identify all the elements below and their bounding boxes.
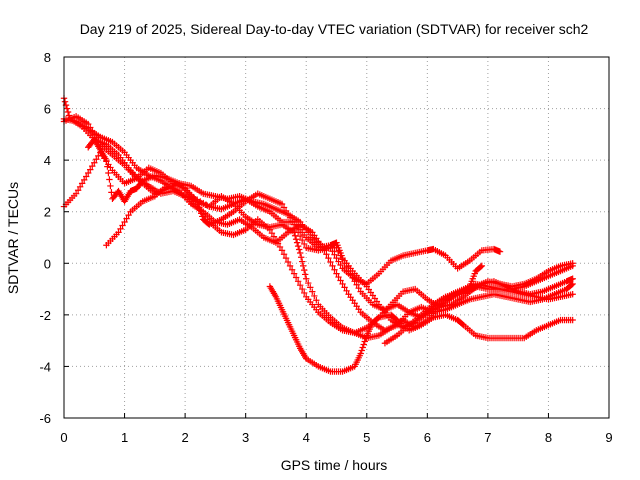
y-tick-label: -4 bbox=[39, 359, 51, 374]
x-tick-label: 8 bbox=[545, 430, 552, 445]
chart-title: Day 219 of 2025, Sidereal Day-to-day VTE… bbox=[80, 21, 589, 37]
x-tick-label: 5 bbox=[363, 430, 370, 445]
grid bbox=[64, 57, 609, 418]
data-marks bbox=[61, 95, 576, 375]
y-tick-label: 2 bbox=[44, 205, 51, 220]
data-point bbox=[106, 176, 112, 182]
series-trace-1 bbox=[61, 95, 576, 341]
x-axis-label: GPS time / hours bbox=[281, 457, 388, 473]
data-point bbox=[62, 98, 68, 104]
y-tick-label: -2 bbox=[39, 308, 51, 323]
chart: Day 219 of 2025, Sidereal Day-to-day VTE… bbox=[0, 0, 640, 480]
x-tick-label: 0 bbox=[60, 430, 67, 445]
data-point bbox=[301, 267, 307, 273]
x-tick-label: 2 bbox=[181, 430, 188, 445]
y-tick-label: 6 bbox=[44, 102, 51, 117]
plot-frame bbox=[64, 57, 609, 418]
data-point bbox=[64, 105, 70, 111]
x-tick-label: 1 bbox=[121, 430, 128, 445]
data-point bbox=[295, 243, 301, 249]
y-axis-label: SDTVAR / TECUs bbox=[5, 182, 21, 294]
x-tick-label: 6 bbox=[424, 430, 431, 445]
data-point bbox=[107, 183, 113, 189]
y-tick-label: 0 bbox=[44, 256, 51, 271]
data-point bbox=[293, 236, 299, 242]
data-point bbox=[296, 246, 302, 252]
data-point bbox=[299, 258, 305, 264]
y-tick-label: 8 bbox=[44, 50, 51, 65]
x-tick-label: 3 bbox=[242, 430, 249, 445]
data-point bbox=[297, 250, 303, 256]
y-tick-label: 4 bbox=[44, 153, 51, 168]
data-point bbox=[360, 344, 366, 350]
x-tick-label: 7 bbox=[484, 430, 491, 445]
data-point bbox=[65, 109, 71, 115]
data-point bbox=[361, 341, 367, 347]
x-tick-label: 9 bbox=[605, 430, 612, 445]
data-point bbox=[302, 271, 308, 277]
series-trace-2 bbox=[61, 113, 576, 331]
x-tick-label: 4 bbox=[303, 430, 310, 445]
data-point bbox=[298, 254, 304, 260]
y-tick-label: -6 bbox=[39, 411, 51, 426]
